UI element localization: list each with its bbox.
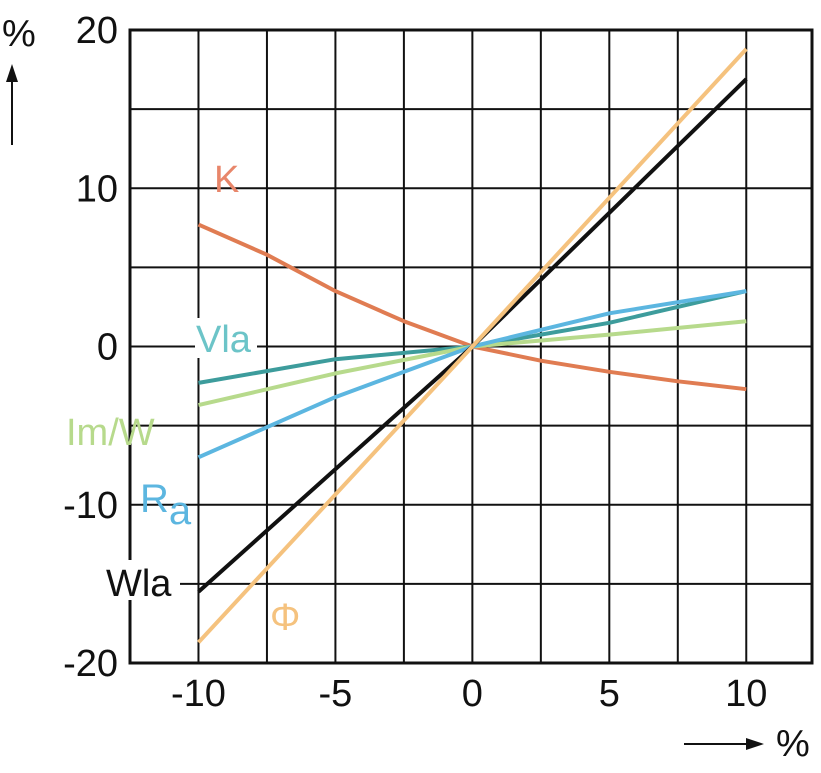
x-tick-label: 0 xyxy=(462,673,483,715)
series-lines xyxy=(197,47,748,644)
x-tick-label: -5 xyxy=(319,673,353,715)
series-label-ra-main: R xyxy=(140,477,169,521)
x-tick-label: -10 xyxy=(171,673,226,715)
arrow-right-icon xyxy=(746,738,764,750)
y-tick-label: 20 xyxy=(76,10,118,52)
y-tick-label: 0 xyxy=(97,327,118,369)
series-labels: K Vla Im/W Ra Wla Φ xyxy=(66,159,300,639)
x-axis-unit: % xyxy=(776,723,810,765)
series-label-k: K xyxy=(214,159,239,201)
x-tick-label: 5 xyxy=(599,673,620,715)
series-label-vla: Vla xyxy=(196,319,252,361)
y-axis-label: % xyxy=(2,13,36,145)
arrow-up-icon xyxy=(6,64,18,82)
series-label-ra: Ra xyxy=(140,477,192,533)
axis-ticks: -10 -5 0 5 10 -20 -10 0 10 20 xyxy=(63,10,767,715)
x-axis-label: % xyxy=(684,723,810,765)
series-line-ra xyxy=(197,289,747,460)
series-label-ra-sub: a xyxy=(169,489,192,533)
series-line- xyxy=(197,47,748,644)
y-tick-label: -20 xyxy=(63,643,118,685)
x-tick-label: 10 xyxy=(725,673,767,715)
series-label-imw: Im/W xyxy=(66,412,155,454)
series-label-wla: Wla xyxy=(106,563,172,605)
y-tick-label: 10 xyxy=(76,168,118,210)
y-axis-unit: % xyxy=(2,13,36,55)
y-tick-label: -10 xyxy=(63,485,118,527)
series-label-phi: Φ xyxy=(270,597,300,639)
